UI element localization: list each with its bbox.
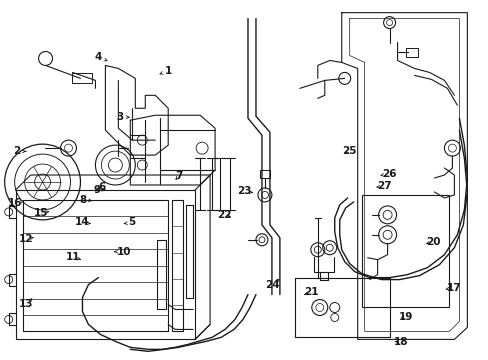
Text: 23: 23 (237, 186, 251, 197)
Text: 9: 9 (94, 185, 101, 195)
Text: 27: 27 (377, 181, 391, 192)
Text: 11: 11 (65, 252, 80, 262)
Bar (260, 170, 269, 178)
Text: 7: 7 (175, 171, 182, 181)
Text: 19: 19 (398, 312, 413, 322)
Text: 18: 18 (393, 337, 408, 347)
Text: 22: 22 (216, 210, 231, 220)
Text: 13: 13 (19, 299, 33, 309)
Text: 1: 1 (165, 66, 172, 76)
Text: 2: 2 (13, 146, 20, 156)
Text: 14: 14 (75, 217, 90, 227)
Text: 15: 15 (33, 208, 48, 218)
Text: 16: 16 (8, 198, 22, 208)
Text: 6: 6 (98, 182, 105, 192)
Text: 4: 4 (94, 52, 102, 62)
Text: 10: 10 (116, 247, 131, 257)
Bar (361, 195, 448, 306)
Text: 24: 24 (265, 280, 280, 290)
Text: 26: 26 (382, 168, 396, 179)
Text: 21: 21 (304, 287, 318, 297)
Text: 8: 8 (79, 195, 86, 205)
Text: 20: 20 (426, 237, 440, 247)
Text: 25: 25 (342, 145, 356, 156)
Bar (72, 73, 92, 84)
Text: 12: 12 (19, 234, 33, 244)
Text: 5: 5 (127, 217, 135, 227)
Text: 3: 3 (116, 112, 123, 122)
Text: 17: 17 (446, 283, 461, 293)
Bar (405, 48, 417, 58)
